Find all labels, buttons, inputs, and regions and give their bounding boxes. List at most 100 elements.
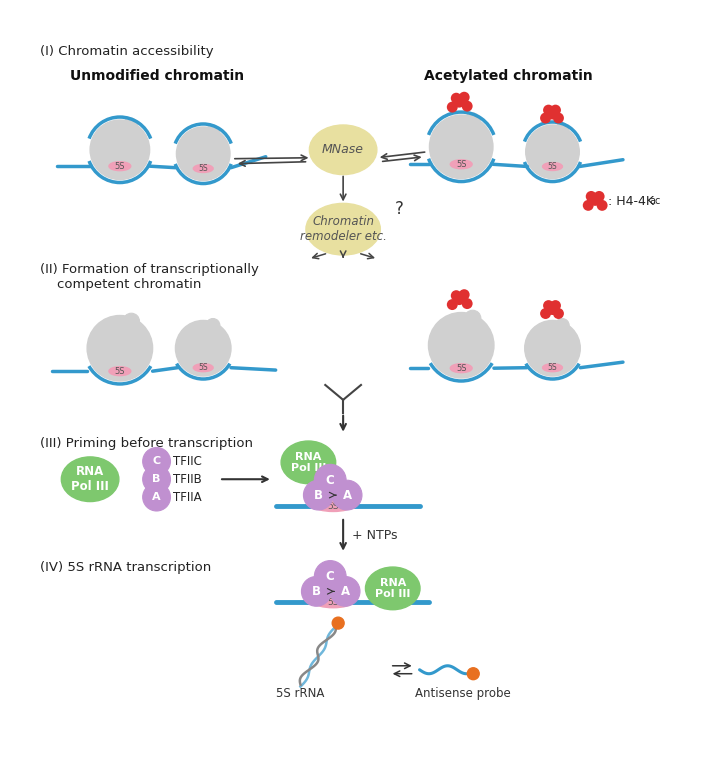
Text: Unmodified chromatin: Unmodified chromatin: [70, 69, 243, 84]
Text: 5S: 5S: [548, 162, 557, 171]
Circle shape: [467, 667, 480, 680]
Text: Antisense probe: Antisense probe: [415, 686, 510, 699]
Text: C: C: [326, 474, 335, 487]
Circle shape: [332, 480, 362, 510]
Ellipse shape: [315, 597, 352, 608]
Text: : H4-4K: : H4-4K: [608, 195, 654, 208]
Text: TFIIB: TFIIB: [174, 473, 202, 486]
Circle shape: [206, 125, 220, 139]
Text: (IV) 5S rRNA transcription: (IV) 5S rRNA transcription: [40, 561, 212, 574]
Text: B: B: [314, 489, 323, 501]
Text: 5S: 5S: [199, 363, 208, 372]
Circle shape: [462, 298, 472, 309]
Text: TFIIA: TFIIA: [174, 491, 202, 504]
Text: 5S: 5S: [456, 160, 467, 169]
Ellipse shape: [450, 364, 472, 373]
Circle shape: [543, 105, 554, 116]
Circle shape: [123, 314, 140, 330]
Text: ?: ?: [395, 200, 404, 218]
Text: A: A: [152, 492, 161, 502]
Text: B: B: [312, 585, 321, 598]
Ellipse shape: [109, 161, 131, 170]
Ellipse shape: [306, 203, 380, 255]
Circle shape: [303, 480, 333, 510]
Circle shape: [464, 310, 481, 326]
Circle shape: [447, 102, 458, 113]
Circle shape: [459, 92, 469, 103]
Circle shape: [553, 113, 564, 123]
Ellipse shape: [310, 125, 377, 174]
Circle shape: [123, 118, 138, 133]
Circle shape: [302, 577, 331, 607]
Circle shape: [87, 316, 153, 381]
Text: ac: ac: [649, 196, 661, 206]
Ellipse shape: [193, 164, 213, 173]
Circle shape: [143, 483, 171, 511]
Ellipse shape: [543, 364, 562, 371]
Ellipse shape: [543, 163, 562, 170]
Text: 5S: 5S: [456, 364, 467, 373]
Circle shape: [332, 617, 344, 629]
Circle shape: [176, 127, 230, 180]
Circle shape: [454, 295, 464, 305]
Circle shape: [451, 290, 462, 301]
Circle shape: [206, 319, 220, 333]
Text: C: C: [153, 457, 161, 466]
Circle shape: [315, 561, 346, 592]
Circle shape: [315, 464, 346, 496]
Text: A: A: [341, 585, 350, 598]
Circle shape: [176, 320, 231, 376]
Text: Chromatin
remodeler etc.: Chromatin remodeler etc.: [300, 215, 387, 244]
Circle shape: [330, 577, 360, 607]
Circle shape: [451, 93, 462, 103]
Circle shape: [464, 113, 480, 129]
Text: 5S: 5S: [114, 161, 125, 170]
Circle shape: [586, 191, 597, 202]
Text: (I) Chromatin accessibility: (I) Chromatin accessibility: [40, 45, 214, 58]
Text: C: C: [326, 570, 335, 583]
Circle shape: [540, 113, 551, 123]
Circle shape: [428, 313, 494, 378]
Text: B: B: [153, 474, 161, 484]
Text: 5S: 5S: [114, 367, 125, 376]
Text: Acetylated chromatin: Acetylated chromatin: [425, 69, 593, 84]
Circle shape: [547, 109, 558, 119]
Circle shape: [454, 97, 464, 107]
Circle shape: [553, 308, 564, 319]
Text: 5S: 5S: [328, 501, 339, 511]
Circle shape: [550, 105, 561, 116]
Circle shape: [547, 304, 558, 315]
Ellipse shape: [450, 160, 472, 169]
Text: 5S rRNA: 5S rRNA: [276, 686, 324, 699]
Circle shape: [90, 120, 150, 180]
Text: MNase: MNase: [322, 143, 364, 156]
Circle shape: [429, 115, 493, 179]
Ellipse shape: [366, 567, 420, 610]
Circle shape: [582, 200, 594, 211]
Circle shape: [543, 300, 554, 311]
Circle shape: [594, 191, 605, 202]
Text: 5S: 5S: [199, 164, 208, 173]
Text: 5S: 5S: [328, 598, 339, 607]
Circle shape: [143, 447, 171, 476]
Text: 5S: 5S: [548, 363, 557, 372]
Ellipse shape: [281, 441, 336, 484]
Circle shape: [555, 319, 570, 333]
Text: A: A: [343, 489, 351, 501]
Circle shape: [143, 465, 171, 493]
Circle shape: [597, 200, 608, 211]
Circle shape: [525, 320, 580, 376]
Text: RNA
Pol III: RNA Pol III: [71, 465, 109, 493]
Ellipse shape: [61, 457, 119, 501]
Ellipse shape: [109, 367, 131, 376]
Text: RNA
Pol III: RNA Pol III: [375, 578, 410, 599]
Circle shape: [590, 195, 600, 206]
Text: RNA
Pol III: RNA Pol III: [291, 451, 326, 473]
Circle shape: [555, 123, 569, 136]
Text: + NTPs: + NTPs: [352, 530, 397, 543]
Text: (III) Priming before transcription: (III) Priming before transcription: [40, 437, 253, 450]
Circle shape: [540, 308, 551, 319]
Circle shape: [550, 300, 561, 311]
Text: TFIIC: TFIIC: [174, 455, 202, 468]
Ellipse shape: [315, 501, 352, 511]
